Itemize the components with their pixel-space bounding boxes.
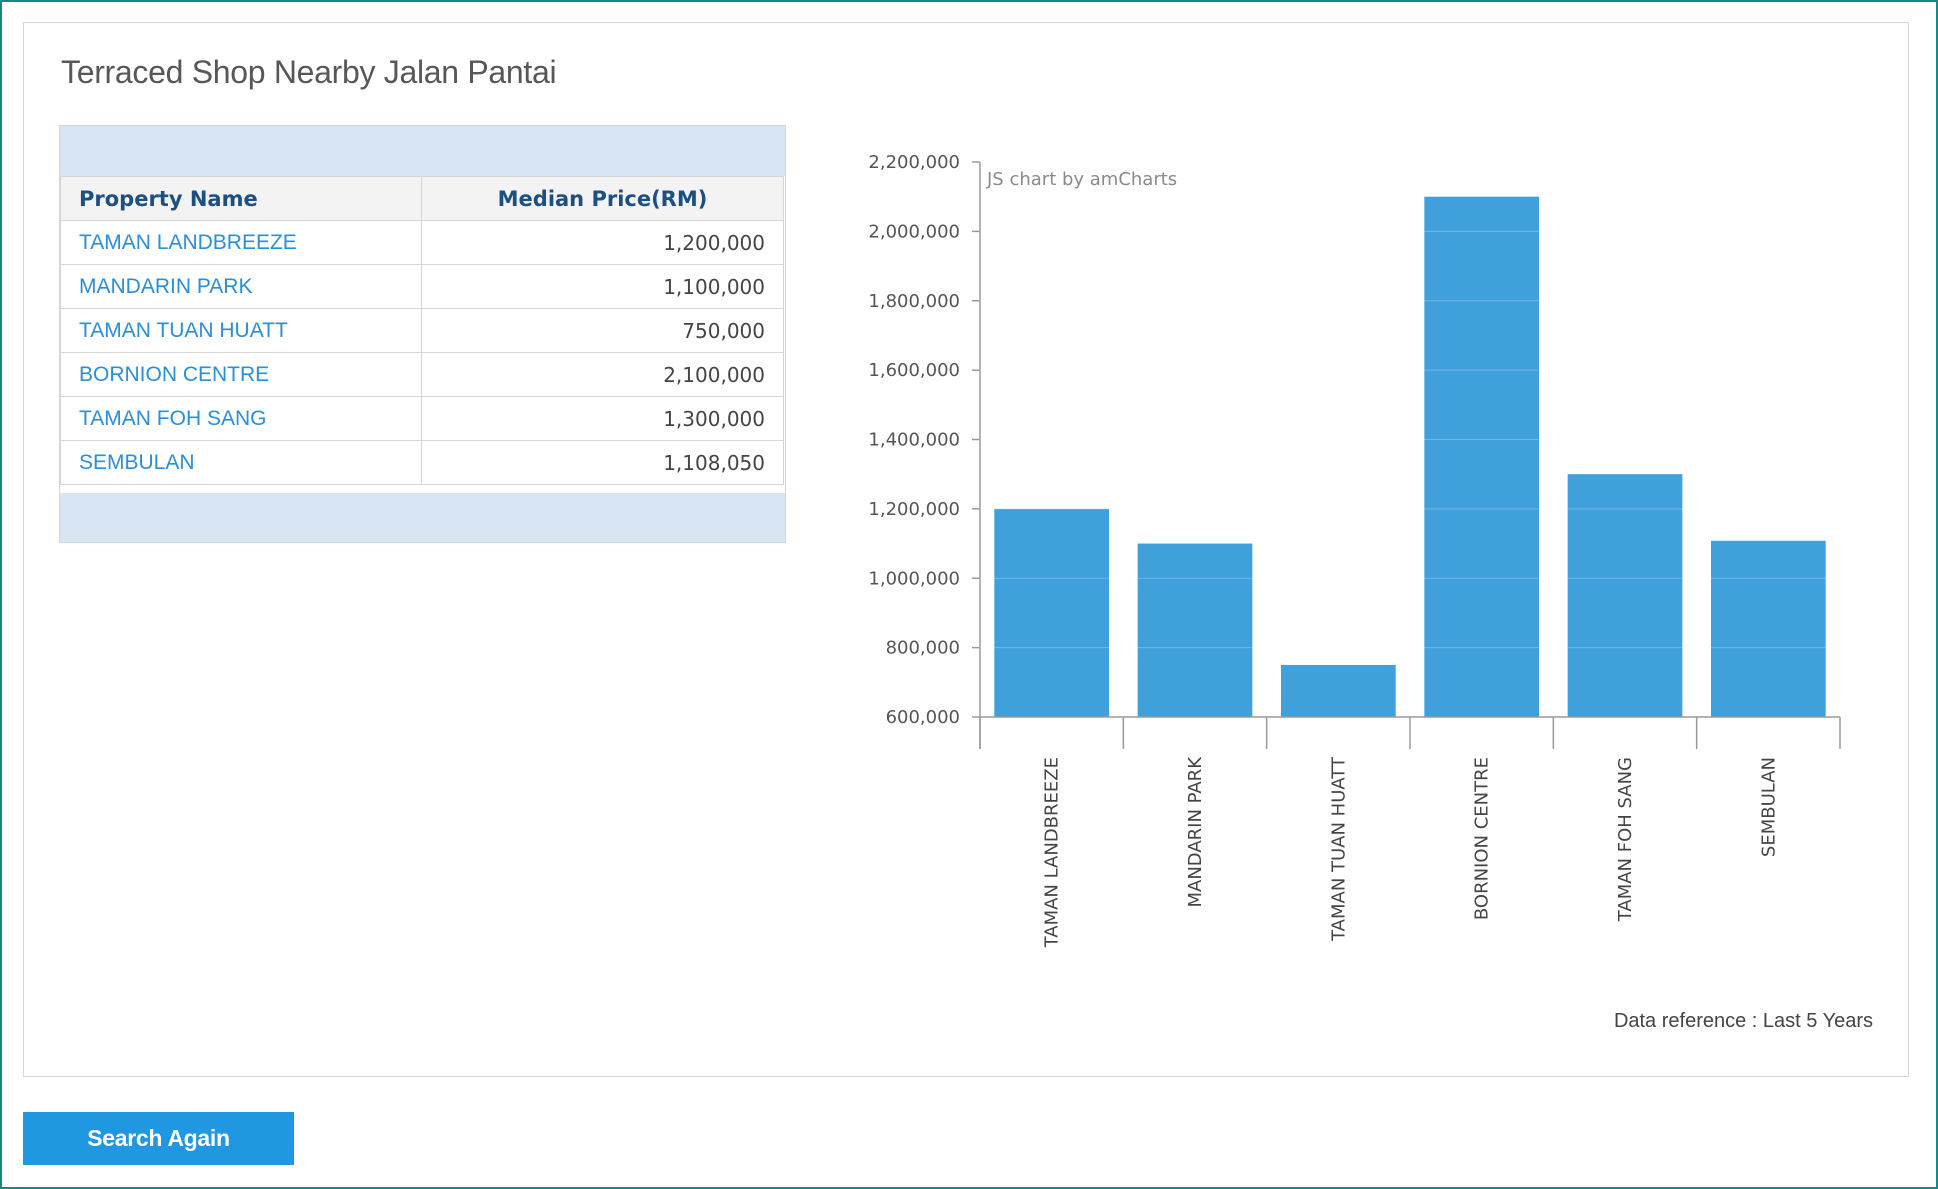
x-category-label: TAMAN LANDBREEZE xyxy=(1042,757,1063,948)
property-link[interactable]: TAMAN TUAN HUATT xyxy=(60,308,422,353)
table-header-row: Property Name Median Price(RM) xyxy=(60,176,784,221)
median-price: 1,100,000 xyxy=(421,264,784,309)
property-link[interactable]: BORNION CENTRE xyxy=(60,352,422,397)
y-tick-label: 800,000 xyxy=(886,638,960,659)
median-price: 1,108,050 xyxy=(421,440,784,485)
x-category-label: BORNION CENTRE xyxy=(1472,757,1493,920)
y-tick-label: 2,200,000 xyxy=(868,152,960,173)
y-tick-label: 1,000,000 xyxy=(868,568,960,589)
page-title: Terraced Shop Nearby Jalan Pantai xyxy=(61,54,557,90)
median-price-bar-chart: JS chart by amCharts 600,000 800,000 1,000… xyxy=(868,152,1841,948)
column-header-property-name: Property Name xyxy=(60,176,422,221)
y-tick-label: 1,400,000 xyxy=(868,430,960,451)
median-price: 2,100,000 xyxy=(421,352,784,397)
y-tick-label: 2,000,000 xyxy=(868,221,960,242)
table-row: BORNION CENTRE 2,100,000 xyxy=(60,352,784,397)
chart-bar[interactable] xyxy=(1137,543,1253,717)
y-tick-label: 1,800,000 xyxy=(868,291,960,312)
median-price: 750,000 xyxy=(421,308,784,353)
data-reference-note: Data reference : Last 5 Years xyxy=(1613,1010,1873,1032)
chart-bar[interactable] xyxy=(1424,196,1539,717)
table-row: TAMAN FOH SANG 1,300,000 xyxy=(60,396,784,441)
table-bottom-band xyxy=(60,493,785,542)
table-row: MANDARIN PARK 1,100,000 xyxy=(60,264,784,309)
table-top-band xyxy=(60,126,785,176)
chart-credit[interactable]: JS chart by amCharts xyxy=(986,169,1177,190)
x-category-label: TAMAN FOH SANG xyxy=(1615,757,1636,922)
search-again-button[interactable]: Search Again xyxy=(23,1112,294,1165)
y-tick-label: 1,200,000 xyxy=(868,499,960,520)
y-tick-label: 600,000 xyxy=(886,707,960,728)
table-row: SEMBULAN 1,108,050 xyxy=(60,440,784,485)
price-table: Property Name Median Price(RM) TAMAN LAN… xyxy=(60,176,784,485)
price-table-container: Property Name Median Price(RM) TAMAN LAN… xyxy=(59,125,786,543)
y-tick-label: 1,600,000 xyxy=(868,360,960,381)
table-row: TAMAN TUAN HUATT 750,000 xyxy=(60,308,784,353)
table-row: TAMAN LANDBREEZE 1,200,000 xyxy=(60,220,784,265)
chart-bar[interactable] xyxy=(1567,474,1683,717)
median-price: 1,200,000 xyxy=(421,220,784,265)
property-link[interactable]: TAMAN LANDBREEZE xyxy=(60,220,422,265)
property-link[interactable]: TAMAN FOH SANG xyxy=(60,396,422,441)
chart-bar[interactable] xyxy=(1281,664,1396,717)
property-link[interactable]: MANDARIN PARK xyxy=(60,264,422,309)
chart-bar[interactable] xyxy=(1711,540,1826,717)
x-category-label: SEMBULAN xyxy=(1758,757,1779,857)
property-link[interactable]: SEMBULAN xyxy=(60,440,422,485)
x-category-label: MANDARIN PARK xyxy=(1185,756,1206,908)
median-price: 1,300,000 xyxy=(421,396,784,441)
column-header-median-price: Median Price(RM) xyxy=(421,176,784,221)
x-category-label: TAMAN TUAN HUATT xyxy=(1328,756,1349,942)
chart-bar[interactable] xyxy=(994,508,1109,717)
